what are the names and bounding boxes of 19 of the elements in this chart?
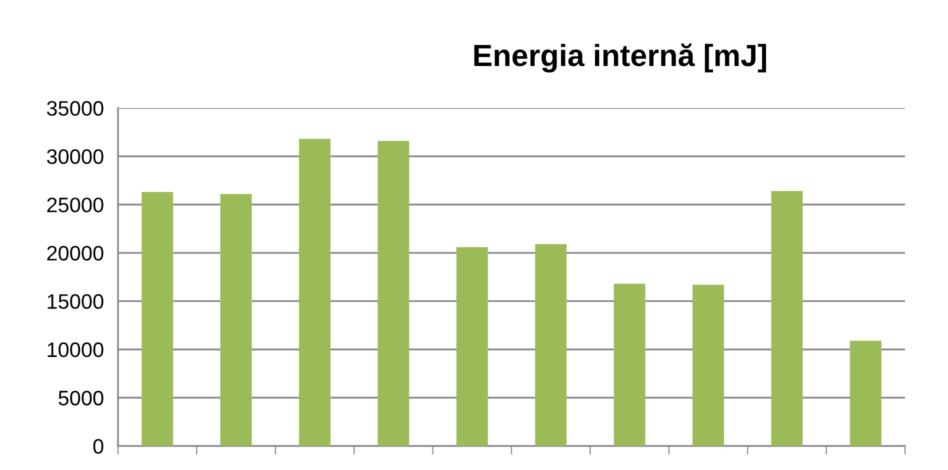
- y-tick-label: 30000: [46, 149, 104, 164]
- y-tick-label: 10000: [48, 342, 104, 358]
- y-tick-label: 5000: [58, 390, 104, 406]
- y-tick-label: 35000: [46, 101, 104, 116]
- y-tick-label: 15000: [48, 294, 104, 309]
- bar: [299, 138, 330, 446]
- bar: [378, 140, 410, 446]
- bar: [535, 244, 567, 446]
- bar: [220, 194, 252, 446]
- bar: [614, 284, 646, 446]
- chart-title: Energia internă [mJ]: [474, 44, 766, 72]
- bar: [142, 192, 174, 446]
- bar: [850, 340, 882, 446]
- bar: [456, 247, 488, 446]
- y-tick-label: 0: [93, 439, 104, 454]
- y-tick-label: 20000: [47, 246, 104, 261]
- bar: [692, 284, 724, 446]
- y-tick-label: 25000: [47, 198, 104, 212]
- bar: [771, 191, 803, 446]
